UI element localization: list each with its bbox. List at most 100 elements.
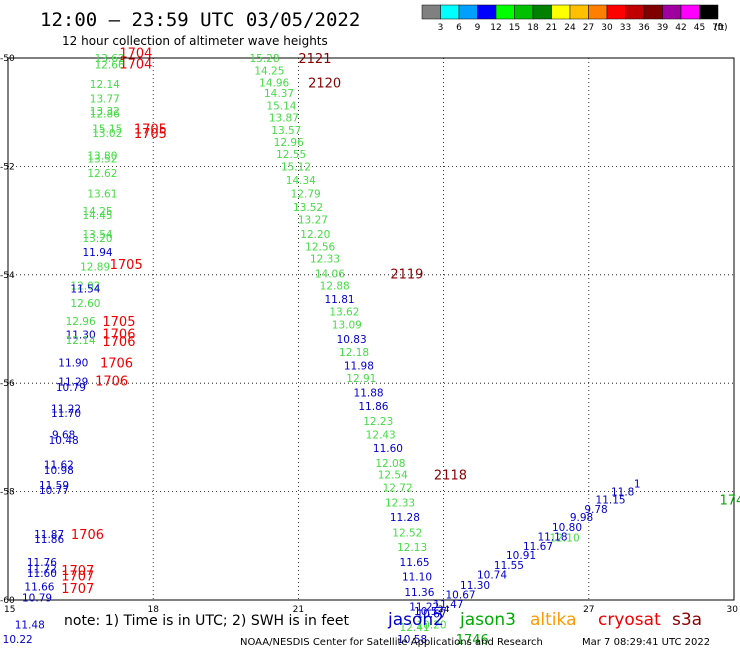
wave-height-value: 10.57 [414,606,444,618]
wave-height-value: 13.02 [92,128,122,140]
wave-height-value: 13.52 [293,202,323,214]
wave-height-value: 15.14 [266,101,296,113]
pass-label: 1705 [134,122,167,137]
satellite-legend-item: jason2 [387,610,444,630]
pass-label: 1704 [119,57,152,72]
wave-height-value: 11.18 [537,532,567,544]
satellite-legend-item: cryosat [598,610,661,630]
wave-height-value: 11.66 [24,581,54,593]
wave-height-value: 14.34 [286,175,316,187]
y-tick-label: -50 [0,54,15,64]
wave-height-value: 12.91 [346,373,376,385]
wave-height-value: 11.8 [611,487,634,499]
pass-label: 2120 [308,76,341,91]
wave-height-value: 11.47 [433,599,463,611]
wave-height-value: 13.57 [271,125,301,137]
wave-height-value: 11.10 [402,572,432,584]
y-tick-label: -56 [0,379,15,389]
wave-height-value: 13.62 [329,307,359,319]
wave-height-value: 12.96 [274,137,304,149]
y-tick-label: -58 [0,488,15,498]
wave-height-value: 13.54 [83,229,113,241]
colorbar-label: 36 [638,23,650,33]
wave-height-value: 10.67 [446,590,476,602]
x-tick-label: 30 [727,605,739,615]
wave-height-value: 11.55 [494,560,524,572]
pass-label: 2118 [434,468,467,483]
wave-height-value: 11.59 [39,480,69,492]
wave-height-value: 11.86 [34,534,64,546]
colorbar-swatch [606,4,626,20]
y-tick-label: -60 [0,596,15,606]
chart-subtitle: 12 hour collection of altimeter wave hei… [62,34,328,48]
colorbar-label: 15 [509,23,520,33]
wave-height-value: 11.30 [66,329,96,341]
wave-height-value: 12.52 [392,527,422,539]
wave-height-value: 10.91 [506,550,536,562]
colorbar-label: 45 [694,23,705,33]
wave-height-value: 12.89 [80,262,110,274]
plot-frame [7,57,735,601]
wave-height-value: 10.58 [397,634,427,646]
wave-height-value: 12.72 [383,482,413,494]
wave-height-value: 12.96 [66,316,96,328]
colorbar-label: 70 [712,23,724,33]
colorbar-label: 12 [490,23,501,33]
wave-height-value: 11.62 [44,460,74,472]
wave-height-value: 13.32 [90,106,120,118]
wave-height-value: 14.06 [315,269,345,281]
wave-height-value: 13.27 [298,215,328,227]
wave-height-value: 10.83 [337,334,367,346]
colorbar-swatch [588,4,608,20]
wave-height-value: 10.80 [552,522,582,534]
pass-label: 1706 [102,327,135,342]
wave-height-value: 11.87 [34,529,64,541]
satellite-legend-item: altika [530,610,577,630]
wave-height-value: 12.86 [90,108,120,120]
wave-height-value: 10.74 [477,570,507,582]
colorbar-swatch [421,4,441,20]
wave-height-value: 11.67 [523,541,553,553]
wave-height-value: 11.65 [400,557,430,569]
wave-height-value: 11.22 [51,404,81,416]
wave-height-value: 12.10 [550,533,580,545]
colorbar-unit-label: (ft) [714,23,728,33]
colorbar-swatch [662,4,682,20]
wave-height-value: 11.60 [27,568,57,580]
satellite-legend-item: jason3 [459,610,516,630]
wave-height-value: 14.45 [83,210,113,222]
wave-height-value: 11.72 [27,564,57,576]
pass-label: 1706 [71,528,104,543]
pass-label: 2121 [298,52,331,67]
chart-title: 12:00 – 23:59 UTC 03/05/2022 [40,9,360,31]
wave-height-value: 11.15 [596,495,626,507]
wave-height-value: 13.77 [90,94,120,106]
colorbar-label: 42 [675,23,686,33]
wave-height-value: 11.76 [27,557,57,569]
wave-height-value: 11.90 [58,358,88,370]
pass-label: 174 [719,494,740,509]
wave-height-value: 12.33 [385,497,415,509]
y-tick-label: -54 [0,271,15,281]
wave-height-value: 12.79 [291,189,321,201]
satellite-legend-item: s3a [672,610,702,630]
wave-height-value: 11.81 [325,294,355,306]
wave-height-value: 13.61 [87,189,117,201]
wave-height-value: 11.48 [15,619,45,631]
pass-label: 1705 [134,127,167,142]
wave-height-value: 13.80 [87,151,117,163]
wave-height-value: 1 [634,478,641,490]
wave-height-value: 11.60 [373,443,403,455]
pass-label: 1706 [95,374,128,389]
colorbar-label: 30 [601,23,613,33]
pass-label: 2119 [390,268,423,283]
color-scale-bar: 3 6 9 12 15 18 21 24 27 30 33 36 39 42 45 70 [421,4,724,33]
wave-height-value: 9.68 [52,430,75,442]
colorbar-swatch [699,4,719,20]
wave-height-value: 11.22 [409,602,439,614]
wave-height-value: 12.14 [66,335,96,347]
colorbar-label: 9 [475,23,481,33]
colorbar-swatch [477,4,497,20]
wave-height-value: 11.54 [70,283,100,295]
wave-height-value: 10.67 [416,609,446,621]
